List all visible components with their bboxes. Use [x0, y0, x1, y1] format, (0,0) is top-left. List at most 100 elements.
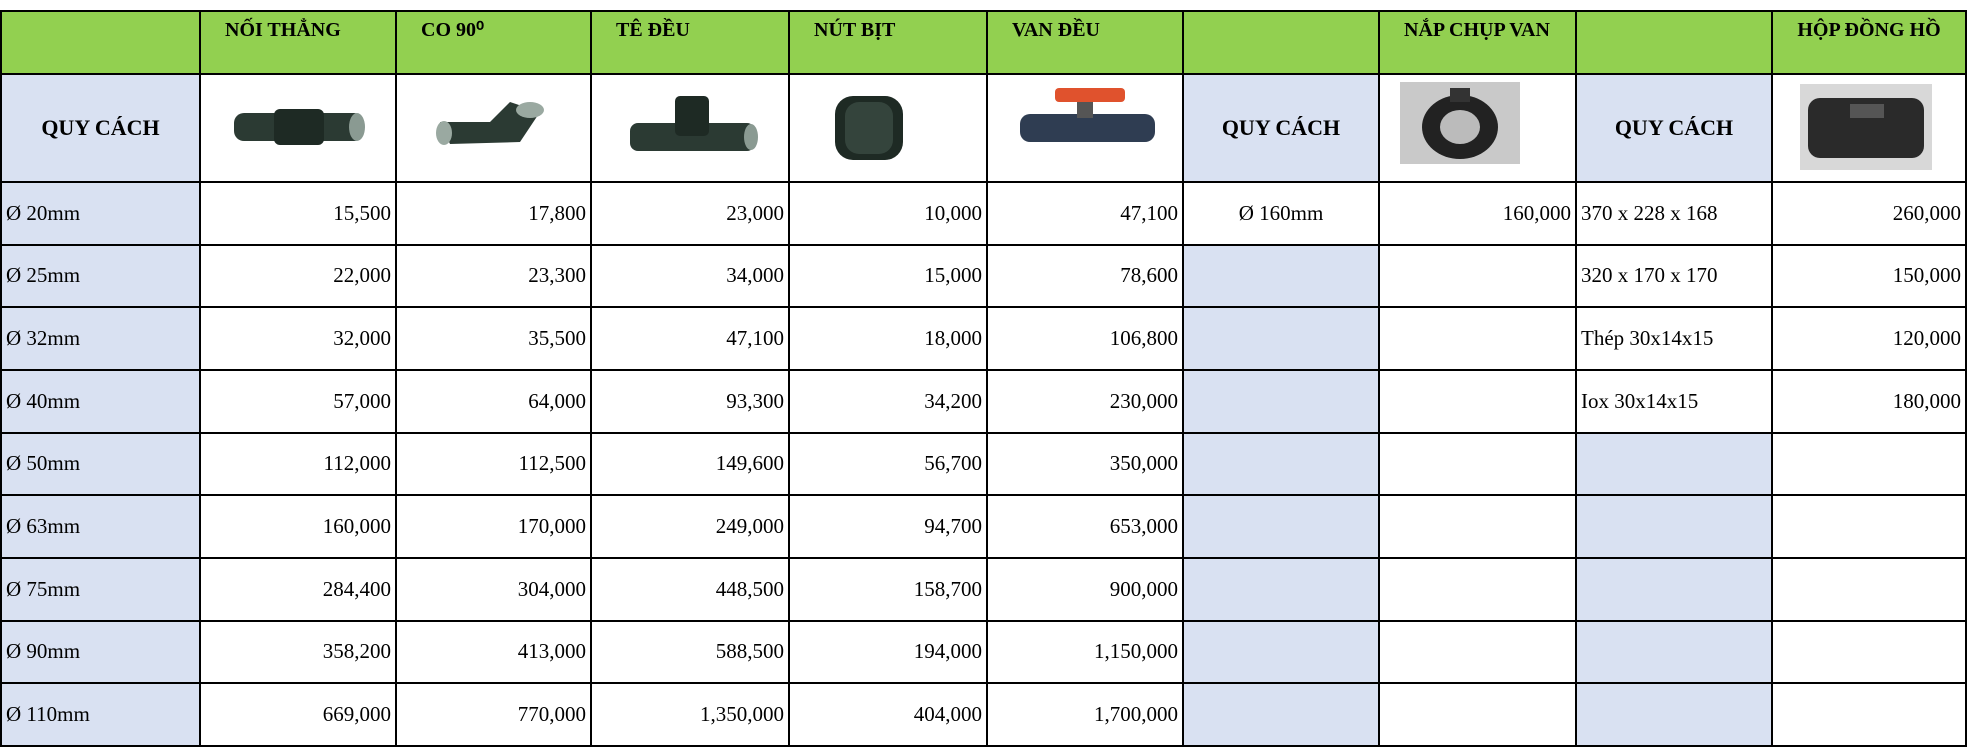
price-cell: 900,000 — [988, 559, 1184, 622]
cell — [1380, 246, 1577, 309]
cell — [1184, 622, 1380, 685]
price-cell: 94,700 — [790, 496, 988, 559]
price-cell: 15,000 — [790, 246, 988, 309]
price-cell: 230,000 — [988, 371, 1184, 434]
cell — [1577, 684, 1773, 747]
size-cell: Ø 20mm — [0, 183, 201, 246]
cell — [1380, 622, 1577, 685]
price-cell: 284,400 — [201, 559, 397, 622]
end-cap-image — [825, 88, 915, 168]
elbow-image — [430, 92, 560, 158]
cell — [1380, 308, 1577, 371]
cell — [1184, 684, 1380, 747]
cell — [1577, 496, 1773, 559]
price-cell: 413,000 — [397, 622, 592, 685]
cell — [1773, 684, 1967, 747]
size-cell: Ø 160mm — [1184, 183, 1380, 246]
price-cell: 15,500 — [201, 183, 397, 246]
size-cell: Iox 30x14x15 — [1577, 371, 1773, 434]
spec-label: QUY CÁCH — [1577, 75, 1773, 183]
price-cell: 180,000 — [1773, 371, 1967, 434]
price-cell: 1,350,000 — [592, 684, 790, 747]
price-cell: 158,700 — [790, 559, 988, 622]
price-cell: 10,000 — [790, 183, 988, 246]
price-cell: 78,600 — [988, 246, 1184, 309]
size-cell: 320 x 170 x 170 — [1577, 246, 1773, 309]
price-cell: 93,300 — [592, 371, 790, 434]
price-cell: 1,700,000 — [988, 684, 1184, 747]
size-cell: Ø 90mm — [0, 622, 201, 685]
price-cell: 18,000 — [790, 308, 988, 371]
size-cell: Ø 110mm — [0, 684, 201, 747]
tee-image — [625, 88, 760, 168]
price-cell: 23,300 — [397, 246, 592, 309]
price-cell: 120,000 — [1773, 308, 1967, 371]
spec-label: QUY CÁCH — [0, 75, 201, 183]
price-cell: 588,500 — [592, 622, 790, 685]
meter-box-image — [1800, 84, 1932, 170]
size-cell: Ø 75mm — [0, 559, 201, 622]
price-cell: 56,700 — [790, 434, 988, 497]
cell — [1184, 559, 1380, 622]
price-cell: 112,500 — [397, 434, 592, 497]
price-cell: 669,000 — [201, 684, 397, 747]
price-cell: 260,000 — [1773, 183, 1967, 246]
price-cell: 64,000 — [397, 371, 592, 434]
valve-cover-image — [1400, 82, 1520, 164]
size-cell: Thép 30x14x15 — [1577, 308, 1773, 371]
column-header: NỐI THẲNG — [201, 10, 397, 75]
price-cell: 23,000 — [592, 183, 790, 246]
size-cell: Ø 25mm — [0, 246, 201, 309]
price-cell: 160,000 — [1380, 183, 1577, 246]
price-cell: 304,000 — [397, 559, 592, 622]
cell — [1184, 496, 1380, 559]
column-header: TÊ ĐỀU — [592, 10, 790, 75]
price-cell: 170,000 — [397, 496, 592, 559]
cell — [1380, 684, 1577, 747]
cell — [1773, 559, 1967, 622]
price-cell: 112,000 — [201, 434, 397, 497]
size-cell: Ø 32mm — [0, 308, 201, 371]
price-cell: 149,600 — [592, 434, 790, 497]
cell — [1773, 496, 1967, 559]
price-cell: 194,000 — [790, 622, 988, 685]
price-cell: 150,000 — [1773, 246, 1967, 309]
cell — [1577, 622, 1773, 685]
column-header: VAN ĐỀU — [988, 10, 1184, 75]
price-cell: 17,800 — [397, 183, 592, 246]
size-cell: Ø 50mm — [0, 434, 201, 497]
column-header: CO 90⁰ — [397, 10, 592, 75]
cell — [1184, 371, 1380, 434]
price-cell: 350,000 — [988, 434, 1184, 497]
column-header — [0, 10, 201, 75]
price-cell: 358,200 — [201, 622, 397, 685]
column-header — [1577, 10, 1773, 75]
price-cell: 160,000 — [201, 496, 397, 559]
price-cell: 770,000 — [397, 684, 592, 747]
price-cell: 448,500 — [592, 559, 790, 622]
cell — [1380, 371, 1577, 434]
cell — [1577, 559, 1773, 622]
price-cell: 47,100 — [988, 183, 1184, 246]
price-cell: 106,800 — [988, 308, 1184, 371]
cell — [1380, 434, 1577, 497]
column-header: HỘP ĐỒNG HỒ — [1773, 10, 1967, 75]
cell — [1184, 246, 1380, 309]
cell — [1773, 622, 1967, 685]
price-cell: 22,000 — [201, 246, 397, 309]
price-cell: 35,500 — [397, 308, 592, 371]
price-cell: 57,000 — [201, 371, 397, 434]
cell — [1380, 559, 1577, 622]
price-cell: 32,000 — [201, 308, 397, 371]
price-cell: 47,100 — [592, 308, 790, 371]
cell — [1184, 434, 1380, 497]
cell — [1380, 496, 1577, 559]
column-header — [1184, 10, 1380, 75]
cell — [1184, 308, 1380, 371]
cell — [1773, 434, 1967, 497]
price-sheet: 1,700,000404,0001,350,000770,000669,000Ø… — [0, 0, 1967, 747]
price-cell: 249,000 — [592, 496, 790, 559]
size-cell: Ø 63mm — [0, 496, 201, 559]
price-cell: 653,000 — [988, 496, 1184, 559]
size-cell: 370 x 228 x 168 — [1577, 183, 1773, 246]
